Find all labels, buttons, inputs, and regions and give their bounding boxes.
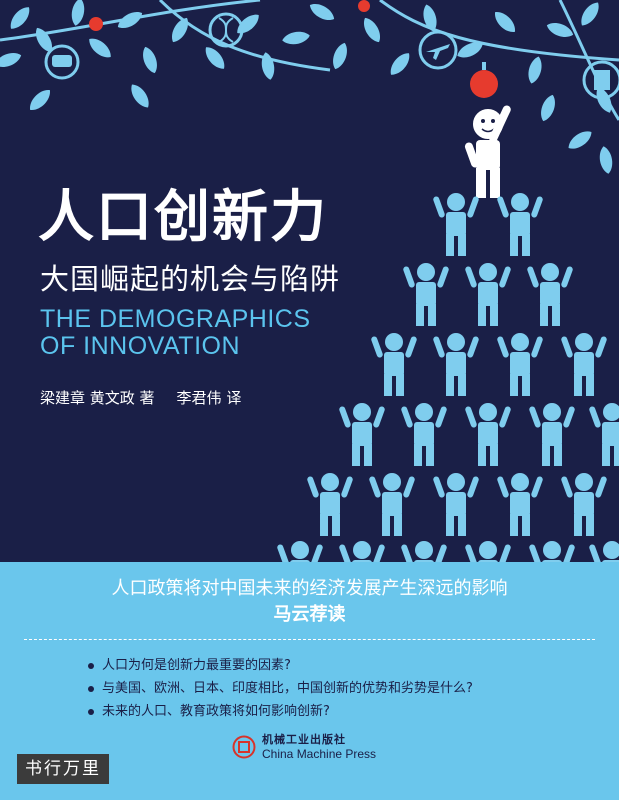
document-icon (582, 60, 619, 100)
apple-icon (89, 17, 103, 31)
apple-icon (470, 70, 498, 98)
bullet-icon (88, 686, 94, 692)
english-title-line-1: THE DEMOGRAPHICS (40, 305, 311, 333)
question-list: 人口为何是创新力最重要的因素? 与美国、欧洲、日本、印度相比，中国创新的优势和劣… (86, 654, 473, 723)
leaf-icon (329, 40, 351, 72)
leaf-icon (306, 0, 338, 25)
tagline: 人口政策将对中国未来的经济发展产生深远的影响 (111, 578, 508, 599)
leaf-icon (537, 92, 559, 124)
list-item: 人口为何是创新力最重要的因素? (86, 654, 473, 677)
leaf-icon (525, 54, 545, 86)
cover-illustration-panel: 人口创新力 大国崛起的机会与陷阱 THE DEMOGRAPHICS OF INN… (0, 0, 619, 562)
list-item: 未来的人口、教育政策将如何影响创新? (86, 700, 473, 723)
authors: 梁建章 黄文政 著 (40, 389, 155, 407)
leaf-icon (6, 3, 34, 33)
airplane-icon (418, 30, 458, 70)
bullet-icon (88, 709, 94, 715)
cover-illustration (0, 0, 619, 562)
leaf-icon (490, 7, 520, 37)
translator: 李君伟 译 (176, 389, 242, 407)
leaf-icon (69, 0, 87, 27)
leaf-icon (127, 81, 153, 111)
leaf-icon (597, 145, 615, 175)
leaf-icon (577, 0, 603, 29)
leaf-icon (359, 14, 385, 46)
english-title: THE DEMOGRAPHICS OF INNOVATION (40, 306, 311, 360)
apples (89, 0, 498, 98)
leaf-icon (25, 85, 55, 115)
leaf-icon (420, 2, 440, 34)
leaf-icon (139, 44, 161, 76)
recommendation: 马云荐读 (273, 604, 346, 625)
leaf-icon (201, 43, 229, 73)
english-title-line-2: OF INNOVATION (40, 332, 241, 360)
person-figure-icon (464, 105, 511, 198)
watermark: 书行万里 (17, 754, 109, 784)
leaf-icon (281, 29, 311, 47)
leaf-icon (0, 49, 24, 71)
bullet-icon (88, 663, 94, 669)
leaf-icon (386, 49, 414, 79)
book-title: 人口创新力 (38, 185, 328, 250)
apple-icon (358, 0, 370, 12)
credits: 梁建章 黄文政 著 李君伟 译 (40, 388, 245, 408)
publisher-logo-icon (232, 735, 256, 759)
list-item: 与美国、欧洲、日本、印度相比，中国创新的优势和劣势是什么? (86, 677, 473, 700)
publisher-name-en: China Machine Press (262, 747, 377, 761)
publisher-name-cn: 机械工业出版社 (262, 733, 346, 746)
dashed-divider (24, 639, 595, 640)
leaf-icon (85, 34, 115, 62)
leaf-icon (565, 127, 595, 153)
leaf-icon (233, 10, 263, 38)
chat-icon (44, 44, 80, 80)
dna-icon (208, 12, 244, 48)
book-subtitle: 大国崛起的机会与陷阱 (40, 262, 341, 296)
